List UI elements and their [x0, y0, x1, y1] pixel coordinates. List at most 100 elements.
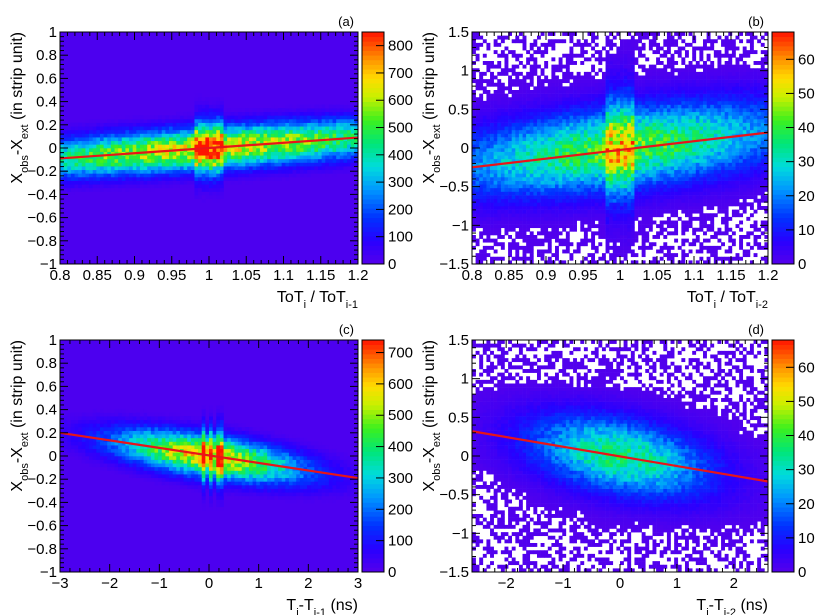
heatmap-cell: [60, 126, 64, 131]
heatmap-cell: [92, 184, 97, 189]
heatmap-cell: [303, 162, 308, 167]
heatmap-cell: [533, 133, 538, 138]
heatmap-cell: [641, 68, 646, 73]
heatmap-cell: [583, 195, 588, 200]
heatmap-cell: [605, 242, 610, 247]
heatmap-cell: [179, 180, 184, 185]
heatmap-cell: [118, 180, 123, 185]
heatmap-cell: [183, 133, 188, 138]
heatmap-cell: [594, 115, 599, 120]
heatmap-cell: [648, 79, 653, 84]
heatmap-cell: [147, 115, 152, 120]
heatmap-cell: [612, 198, 617, 203]
heatmap-cell: [540, 155, 545, 160]
heatmap-cell: [670, 158, 675, 163]
heatmap-cell: [666, 97, 671, 102]
heatmap-cell: [623, 173, 628, 178]
heatmap-cell: [641, 220, 646, 225]
heatmap-cell: [92, 129, 97, 134]
heatmap-cell: [493, 75, 498, 80]
heatmap-cell: [270, 151, 275, 156]
heatmap-cell: [616, 220, 621, 225]
color-scale-band: [362, 194, 384, 200]
heatmap-cell: [583, 126, 588, 131]
heatmap-cell: [623, 231, 628, 236]
heatmap-cell: [336, 140, 341, 145]
heatmap-cell: [623, 119, 628, 123]
heatmap-cell: [486, 209, 491, 214]
heatmap-cell: [638, 198, 642, 203]
heatmap-cell: [74, 151, 79, 156]
heatmap-cell: [623, 256, 628, 261]
heatmap-cell: [591, 126, 596, 131]
heatmap-cell: [576, 177, 581, 181]
heatmap-cell: [591, 111, 596, 116]
heatmap-cell: [515, 151, 520, 156]
heatmap-cell: [544, 61, 549, 65]
heatmap-cell: [158, 162, 163, 167]
heatmap-cell: [612, 173, 617, 178]
heatmap-cell: [529, 75, 534, 80]
heatmap-cell: [479, 108, 484, 113]
heatmap-cell: [529, 173, 534, 178]
heatmap-cell: [645, 166, 650, 171]
heatmap-cell: [558, 115, 563, 120]
heatmap-cell: [508, 242, 513, 247]
heatmap-cell: [583, 231, 588, 236]
heatmap-cell: [583, 209, 588, 214]
heatmap-cell: [536, 155, 541, 160]
heatmap-cell: [609, 90, 614, 94]
heatmap-cell: [544, 169, 549, 174]
heatmap-cell: [645, 162, 650, 167]
heatmap-cell: [652, 202, 657, 207]
heatmap-cell: [350, 104, 355, 109]
heatmap-cell: [472, 245, 476, 250]
heatmap-cell: [343, 155, 348, 160]
heatmap-cell: [544, 151, 549, 156]
heatmap-cell: [555, 184, 559, 189]
heatmap-cell: [493, 169, 498, 174]
heatmap-cell: [627, 133, 632, 138]
heatmap-cell: [129, 126, 133, 131]
heatmap-cell: [529, 100, 534, 105]
heatmap-cell: [482, 90, 487, 94]
heatmap-cell: [656, 195, 661, 200]
color-scale-band: [362, 231, 384, 237]
heatmap-cell: [623, 216, 628, 221]
heatmap-cell: [555, 173, 559, 178]
heatmap-cell: [288, 104, 293, 109]
heatmap-cell: [591, 224, 596, 229]
heatmap-cell: [551, 133, 556, 138]
heatmap-cell: [223, 126, 228, 131]
heatmap-cell: [125, 155, 130, 160]
heatmap-cell: [212, 169, 217, 174]
heatmap-cell: [616, 104, 621, 109]
heatmap-cell: [263, 111, 268, 116]
heatmap-cell: [551, 202, 556, 207]
heatmap-cell: [74, 184, 79, 189]
heatmap-cell: [89, 133, 93, 138]
heatmap-cell: [103, 133, 108, 138]
heatmap-cell: [587, 187, 592, 192]
heatmap-cell: [114, 115, 119, 120]
heatmap-cell: [482, 191, 487, 196]
heatmap-cell: [490, 93, 494, 98]
heatmap-cell: [198, 144, 203, 149]
heatmap-cell: [576, 242, 581, 247]
heatmap-cell: [533, 202, 538, 207]
heatmap-cell: [598, 242, 603, 247]
heatmap-cell: [190, 122, 195, 127]
heatmap-cell: [187, 137, 192, 142]
heatmap-cell: [121, 155, 126, 160]
heatmap-cell: [612, 119, 617, 123]
heatmap-cell: [544, 46, 549, 51]
heatmap-cell: [558, 191, 563, 196]
heatmap-cell: [63, 158, 68, 163]
heatmap-cell: [288, 173, 293, 178]
heatmap-cell: [508, 137, 513, 142]
heatmap-cell: [540, 213, 545, 218]
heatmap-cell: [263, 133, 268, 138]
heatmap-cell: [627, 111, 632, 116]
heatmap-cell: [609, 71, 614, 76]
heatmap-cell: [605, 126, 610, 131]
